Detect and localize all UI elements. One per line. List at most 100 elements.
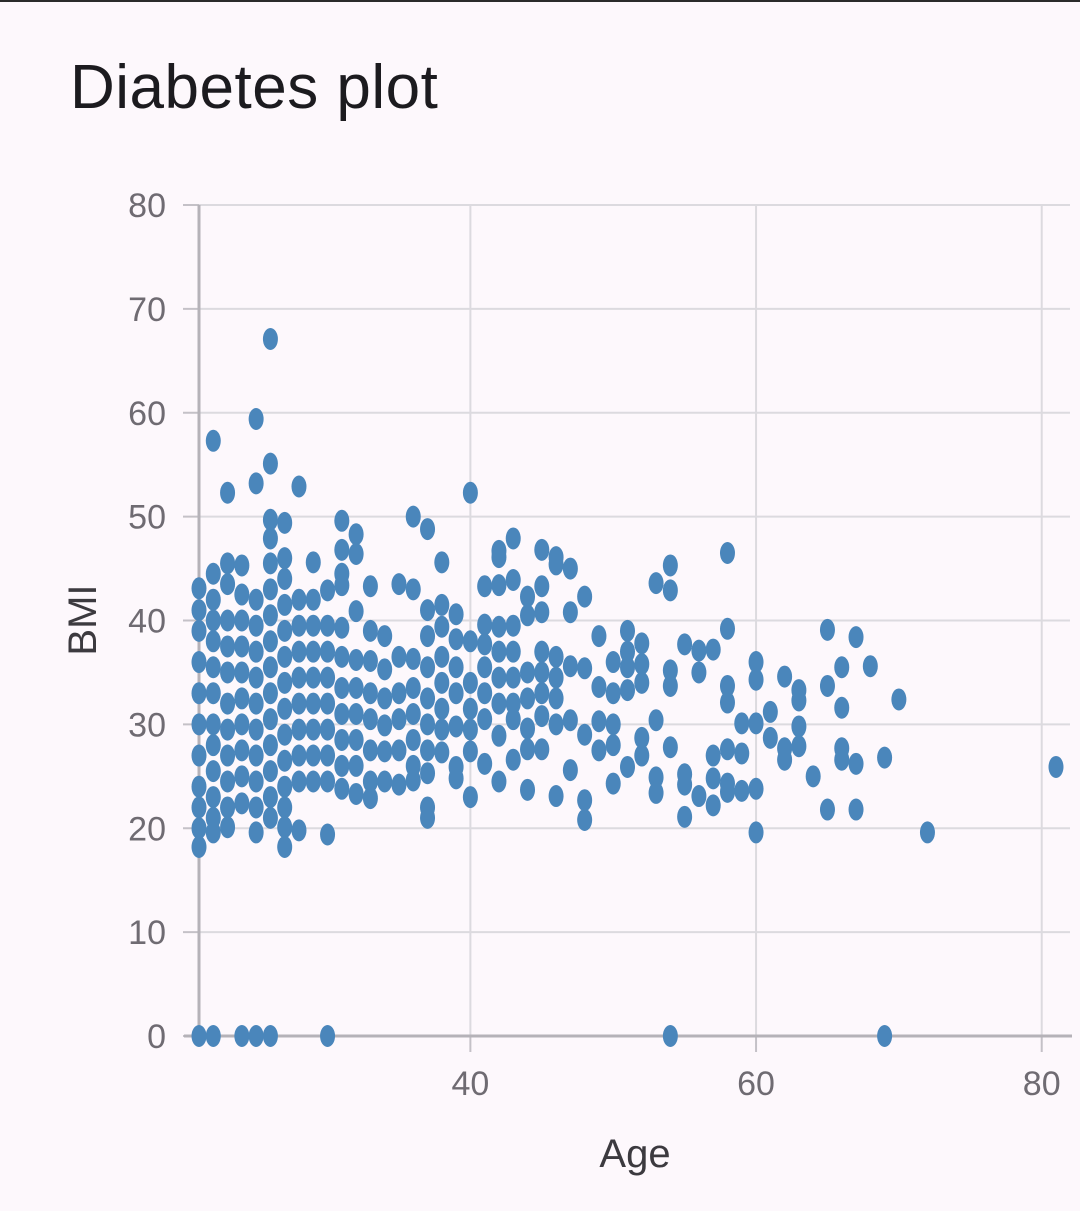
scatter-point [705,767,721,790]
scatter-point [205,588,221,611]
scatter-point [248,472,264,495]
scatter-point [562,601,578,624]
scatter-point [348,543,364,566]
scatter-point [620,619,635,642]
scatter-point [291,770,307,793]
scatter-point [462,786,478,809]
scatter-point [262,760,278,783]
y-tick-label: 0 [147,1018,166,1056]
scatter-point [748,712,764,735]
scatter-point [462,697,478,720]
scatter-point [405,505,421,528]
scatter-point [448,682,464,705]
scatter-point [291,692,307,715]
scatter-point [534,538,550,561]
scatter-point [520,687,536,710]
scatter-point [420,806,436,829]
scatter-point [605,713,621,736]
scatter-point [262,327,278,350]
scatter-point [262,452,278,475]
scatter-point [434,697,450,720]
scatter-point [391,645,407,668]
scatter-point [391,573,407,596]
scatter-point [462,630,478,653]
scatter-point [605,682,621,705]
scatter-point [477,682,493,705]
scatter-point [534,705,550,728]
scatter-point [348,702,364,725]
scatter-point [862,655,878,678]
scatter-point [420,599,436,622]
scatter-point [434,645,450,668]
scatter-point [234,713,250,736]
scatter-point [420,739,436,762]
scatter-point [648,572,664,595]
scatter-point [277,671,293,694]
scatter-point [748,777,764,800]
scatter-point [305,744,321,767]
scatter-point [534,640,550,663]
scatter-point [434,718,450,741]
scatter-point [191,577,207,600]
scatter-point [834,748,850,771]
scatter-point [362,787,378,810]
scatter-point [520,717,536,740]
scatter-point [477,575,493,598]
scatter-point [505,527,521,550]
scatter-point [448,656,464,679]
scatter-point [462,718,478,741]
scatter-point [362,619,378,642]
x-tick-label: 60 [737,1065,775,1103]
scatter-point [348,728,364,751]
scatter-point [919,821,935,844]
scatter-point [819,798,835,821]
scatter-point [362,575,378,598]
scatter-point [748,821,764,844]
scatter-point [348,782,364,805]
scatter-point [205,656,221,679]
scatter-point [191,651,207,674]
scatter-point [562,655,578,678]
scatter-point [334,728,350,751]
scatter-point [391,773,407,796]
scatter-point [220,552,236,575]
scatter-point [334,702,350,725]
scatter-point [291,588,307,611]
scatter-point [448,628,464,651]
scatter-point [434,615,450,638]
scatter-point [320,718,336,741]
scatter-point [405,647,421,670]
scatter-point [277,593,293,616]
scatter-point [291,614,307,637]
scatter-point [391,682,407,705]
scatter-point [320,666,336,689]
scatter-point [462,671,478,694]
scatter-point [377,740,393,763]
scatter-point [277,645,293,668]
scatter-point [662,579,678,602]
scatter-point [662,1025,678,1047]
scatter-point [205,786,221,809]
scatter-point [520,661,536,684]
scatter-point [648,781,664,804]
scatter-point [248,614,264,637]
scatter-point [262,1025,278,1047]
scatter-point [377,625,393,648]
scatter-point [505,614,521,637]
scatter-point [891,688,907,711]
scatter-point [819,618,835,641]
scatter-point [277,619,293,642]
scatter-point [491,724,507,747]
scatter-point [491,692,507,715]
scatter-point [577,657,593,680]
scatter-point [191,599,207,622]
scatter-point [277,796,293,819]
scatter-point [577,789,593,812]
scatter-point [348,754,364,777]
scatter-point [620,755,635,778]
y-tick-label: 10 [128,914,166,952]
scatter-point [362,708,378,731]
scatter-point [620,640,635,663]
scatter-point [405,769,421,792]
scatter-point [605,651,621,674]
